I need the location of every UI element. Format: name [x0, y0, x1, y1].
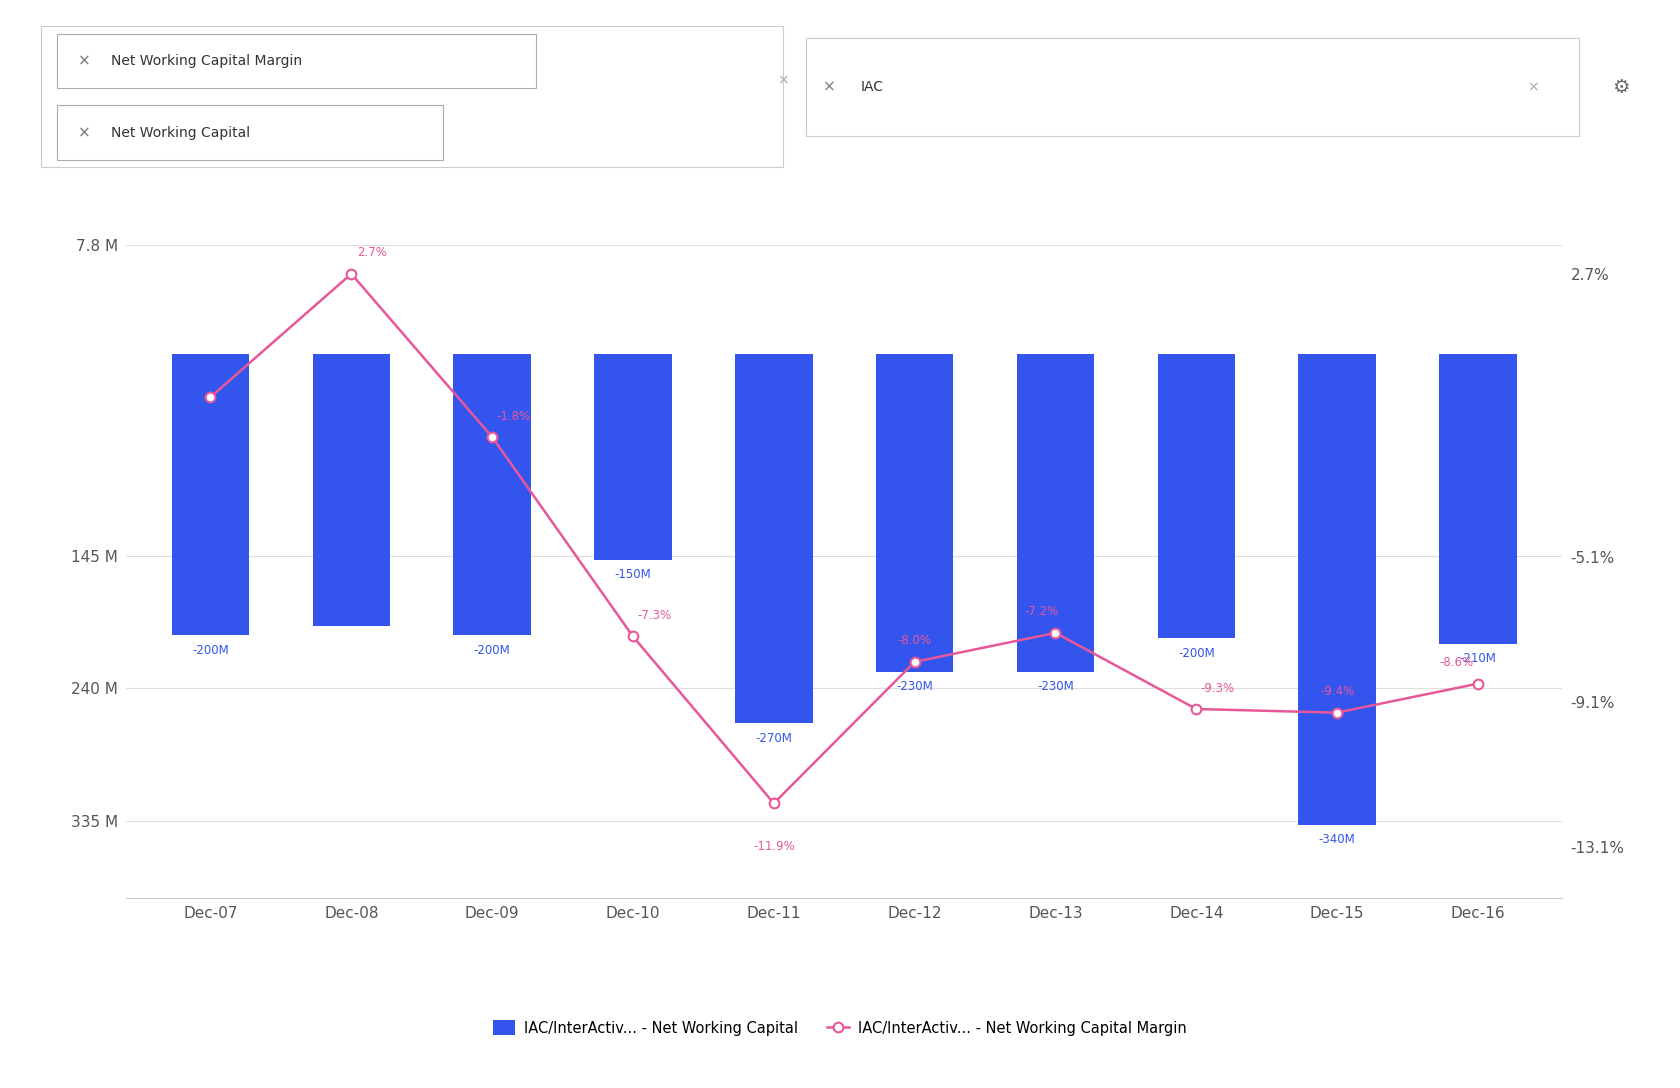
FancyBboxPatch shape [57, 106, 444, 160]
Bar [1299, 354, 1376, 825]
Text: Net Working Capital Margin: Net Working Capital Margin [111, 53, 302, 67]
Text: -230M: -230M [1037, 680, 1074, 693]
Text: ×: × [77, 53, 91, 69]
Text: ×: × [77, 125, 91, 140]
Text: Net Working Capital: Net Working Capital [111, 125, 250, 139]
Bar [171, 354, 249, 635]
FancyBboxPatch shape [57, 34, 536, 88]
Text: -11.9%: -11.9% [753, 840, 795, 853]
Text: ⚙: ⚙ [1613, 77, 1630, 97]
Text: -8.0%: -8.0% [897, 634, 932, 647]
Text: -200M: -200M [1178, 646, 1215, 659]
Text: -340M: -340M [1319, 833, 1356, 846]
Text: -7.3%: -7.3% [637, 609, 670, 622]
Bar [454, 354, 531, 635]
Bar [312, 354, 390, 626]
Text: -8.6%: -8.6% [1440, 656, 1473, 669]
Legend: IAC/InterActiv... - Net Working Capital, IAC/InterActiv... - Net Working Capital: IAC/InterActiv... - Net Working Capital,… [487, 1015, 1193, 1041]
Text: -9.3%: -9.3% [1200, 681, 1235, 694]
Text: 2.7%: 2.7% [358, 246, 388, 259]
Text: -200M: -200M [192, 644, 228, 657]
Bar [1440, 354, 1517, 644]
Text: ×: × [778, 74, 790, 88]
Text: IAC: IAC [860, 81, 884, 94]
Text: -7.2%: -7.2% [1025, 605, 1058, 618]
Text: -270M: -270M [756, 731, 793, 744]
Text: ×: × [1527, 81, 1539, 94]
Text: -200M: -200M [474, 644, 511, 657]
Text: -210M: -210M [1460, 652, 1497, 665]
Text: ×: × [823, 79, 837, 95]
Bar [595, 354, 672, 560]
Text: -1.8%: -1.8% [496, 409, 531, 422]
FancyBboxPatch shape [806, 38, 1579, 136]
Bar [875, 354, 953, 671]
FancyBboxPatch shape [42, 26, 783, 168]
Text: -150M: -150M [615, 568, 652, 581]
Bar [1158, 354, 1235, 639]
Bar [1016, 354, 1094, 671]
Bar [736, 354, 813, 724]
Text: -9.4%: -9.4% [1320, 685, 1354, 698]
Text: -230M: -230M [895, 680, 932, 693]
